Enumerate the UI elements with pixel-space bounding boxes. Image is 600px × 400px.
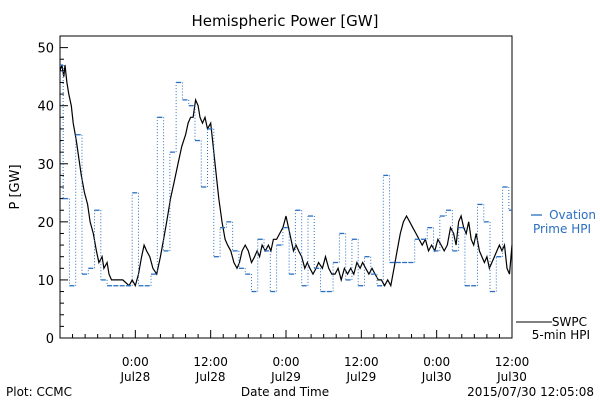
x-tick-time-label: 0:00 bbox=[122, 355, 149, 369]
swpc-series-line bbox=[59, 64, 513, 288]
x-tick-date-label: Jul30 bbox=[496, 370, 527, 384]
x-tick-date-label: Jul28 bbox=[195, 370, 226, 384]
y-axis-label: P [GW] bbox=[8, 164, 23, 209]
x-tick-time-label: 12:00 bbox=[344, 355, 379, 369]
legend-ovation-label-2: Prime HPI bbox=[533, 222, 591, 236]
x-tick-time-label: 12:00 bbox=[495, 355, 530, 369]
y-tick-label: 0 bbox=[46, 332, 54, 347]
x-axis: 0:00Jul2812:00Jul280:00Jul2912:00Jul290:… bbox=[72, 330, 530, 384]
x-tick-date-label: Jul28 bbox=[119, 370, 150, 384]
y-tick-label: 20 bbox=[37, 216, 54, 231]
y-axis: 0 10 20 30 40 50 bbox=[37, 42, 68, 347]
y-tick-label: 10 bbox=[37, 274, 54, 289]
x-axis-label: Date and Time bbox=[241, 385, 329, 399]
plot-credit: Plot: CCMC bbox=[6, 385, 72, 399]
x-tick-date-label: Jul29 bbox=[345, 370, 376, 384]
x-tick-date-label: Jul30 bbox=[421, 370, 452, 384]
y-tick-label: 40 bbox=[37, 100, 54, 115]
y-tick-label: 50 bbox=[37, 42, 54, 57]
x-tick-time-label: 12:00 bbox=[193, 355, 228, 369]
x-tick-time-label: 0:00 bbox=[423, 355, 450, 369]
legend-ovation-label-1: Ovation bbox=[549, 208, 596, 222]
plot-frame bbox=[59, 35, 513, 339]
y-tick-label: 30 bbox=[37, 158, 54, 173]
series-layer bbox=[59, 64, 513, 293]
ovation-series bbox=[60, 64, 512, 293]
legend-swpc-label-2: 5-min HPI bbox=[532, 328, 590, 342]
chart-title: Hemispheric Power [GW] bbox=[192, 12, 379, 30]
x-tick-time-label: 0:00 bbox=[273, 355, 300, 369]
x-tick-date-label: Jul29 bbox=[270, 370, 301, 384]
timestamp: 2015/07/30 12:05:08 bbox=[467, 385, 594, 399]
legend-swpc-label-1: SWPC bbox=[552, 315, 587, 329]
